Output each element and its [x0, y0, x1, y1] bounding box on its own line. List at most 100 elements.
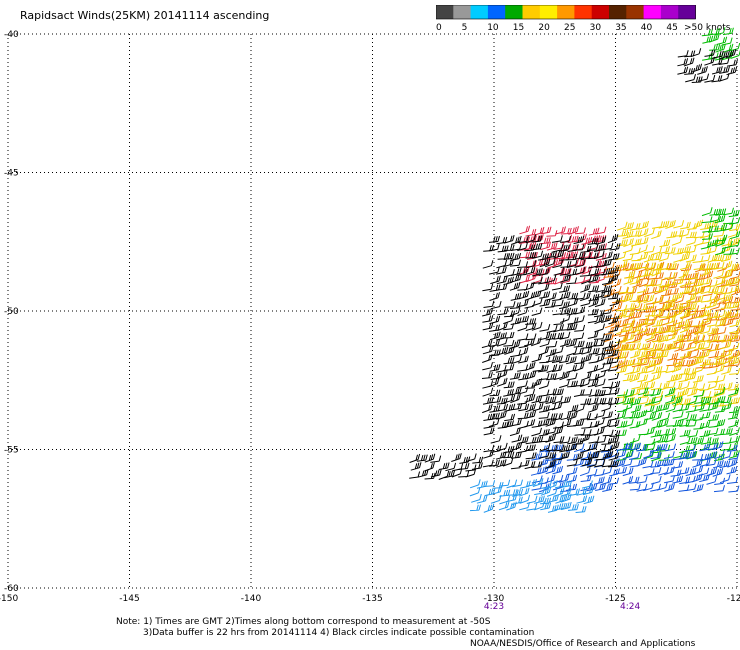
wind-barb: [525, 410, 537, 419]
wind-barb: [430, 455, 442, 463]
wind-barb: [610, 278, 622, 288]
wind-barb: [567, 411, 578, 421]
wind-barb: [616, 365, 628, 374]
wind-barb: [497, 253, 509, 260]
wind-barb: [503, 420, 514, 428]
wind-barb: [615, 351, 627, 360]
wind-barb: [665, 262, 677, 270]
wind-barb: [511, 434, 523, 443]
wind-barb: [526, 251, 538, 260]
wind-barb: [699, 458, 711, 467]
wind-barb: [679, 429, 691, 437]
time-label: 4:23: [484, 602, 504, 612]
wind-barb: [602, 340, 614, 350]
wind-barb: [638, 391, 650, 399]
wind-barb: [651, 267, 662, 277]
wind-barb: [601, 267, 613, 276]
wind-barb: [630, 397, 642, 406]
wind-barb: [644, 438, 656, 446]
wind-barb: [665, 315, 676, 325]
wind-barb: [519, 251, 531, 259]
wind-barb: [566, 458, 578, 467]
wind-barb: [611, 342, 622, 351]
wind-barb: [566, 443, 578, 452]
wind-barb: [679, 367, 691, 376]
wind-barb: [667, 310, 678, 318]
wind-barb: [589, 235, 601, 243]
wind-barb: [553, 371, 565, 381]
wind-barb: [489, 339, 500, 347]
wind-barb: [637, 343, 649, 351]
wind-barb: [722, 348, 733, 358]
wind-barb: [530, 290, 542, 299]
wind-barb: [579, 269, 591, 277]
note-line-3: NOAA/NESDIS/Office of Research and Appli…: [470, 639, 696, 649]
wind-barb: [539, 323, 551, 332]
wind-barb: [643, 268, 655, 277]
wind-barb: [720, 310, 732, 320]
wind-barb: [706, 451, 717, 460]
wind-barb: [623, 222, 634, 231]
wind-barb: [714, 334, 726, 342]
wind-barb: [651, 352, 663, 360]
wind-barb: [587, 244, 599, 252]
wind-barb: [677, 66, 689, 75]
wind-barb: [588, 389, 600, 397]
wind-barb: [532, 477, 544, 487]
wind-barb: [636, 303, 648, 312]
wind-barb: [482, 345, 494, 355]
wind-barb: [712, 467, 724, 477]
wind-barb: [643, 482, 654, 492]
wind-barb: [555, 480, 566, 489]
wind-barb: [545, 402, 557, 412]
wind-barb: [708, 286, 720, 294]
wind-barb: [721, 253, 732, 262]
wind-barb: [650, 388, 662, 397]
wind-barb: [560, 493, 572, 503]
wind-barb: [674, 359, 685, 368]
wind-barb: [539, 418, 550, 427]
legend-swatch: [591, 5, 610, 19]
wind-barb: [644, 278, 656, 287]
wind-barb: [684, 67, 696, 75]
wind-barb: [559, 371, 570, 381]
wind-barb: [499, 489, 511, 497]
wind-barb: [721, 238, 733, 247]
wind-barb: [678, 412, 690, 422]
wind-barb: [566, 339, 578, 347]
wind-barb: [538, 268, 550, 276]
wind-barb: [546, 324, 558, 333]
wind-barb: [602, 429, 614, 437]
wind-barb: [713, 357, 725, 365]
wind-barb: [608, 266, 619, 275]
wind-barb: [700, 309, 712, 317]
wind-barb: [714, 428, 725, 436]
wind-barb: [560, 307, 572, 315]
wind-barb: [615, 458, 626, 468]
wind-barb: [430, 469, 442, 478]
wind-barb: [503, 331, 515, 339]
wind-barb: [601, 307, 613, 315]
wind-region-yellow-band: [615, 219, 740, 407]
wind-barb: [608, 436, 620, 444]
wind-barb: [497, 307, 509, 316]
wind-barb: [581, 354, 592, 363]
wind-barb: [559, 444, 571, 453]
wind-barb: [524, 460, 536, 470]
wind-barb: [622, 293, 634, 303]
wind-barb: [580, 283, 591, 293]
wind-barb: [645, 349, 657, 357]
wind-barb: [586, 483, 598, 492]
wind-barb: [677, 58, 689, 67]
wind-barb: [727, 411, 739, 420]
wind-barb: [716, 334, 728, 343]
wind-barb: [714, 419, 726, 428]
wind-barb: [530, 467, 542, 476]
wind-barb: [546, 364, 558, 373]
wind-barb: [650, 358, 662, 366]
wind-barb: [595, 397, 607, 405]
wind-barb: [712, 441, 724, 451]
wind-barb: [705, 458, 717, 467]
wind-barb: [517, 242, 528, 252]
wind-barb: [636, 409, 648, 419]
